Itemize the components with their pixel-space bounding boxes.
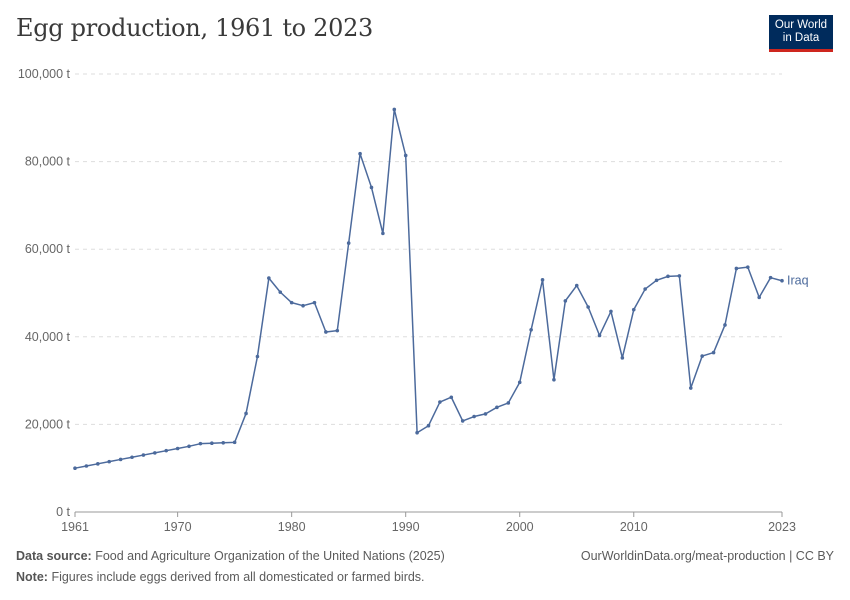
data-point[interactable] — [449, 395, 454, 400]
x-axis: 1961 1970 1980 1990 2000 2010 2023 — [61, 511, 796, 534]
data-point[interactable] — [700, 354, 704, 358]
data-point[interactable] — [187, 444, 191, 449]
note-label: Note: — [16, 570, 48, 584]
data-point[interactable] — [563, 299, 568, 303]
data-source: Data source: Food and Agriculture Organi… — [16, 549, 445, 563]
data-point[interactable] — [232, 440, 237, 445]
data-point[interactable] — [688, 386, 693, 390]
data-point[interactable] — [631, 307, 636, 312]
y-tick-label: 0 t — [56, 505, 70, 519]
data-point[interactable] — [130, 455, 134, 460]
series-label: Iraq — [787, 274, 809, 288]
y-tick-label: 60,000 t — [25, 242, 71, 256]
data-point[interactable] — [677, 274, 682, 278]
data-point[interactable] — [335, 328, 340, 333]
data-point[interactable] — [643, 287, 647, 291]
data-point[interactable] — [609, 309, 613, 314]
x-tick-label: 1990 — [392, 520, 420, 534]
data-point[interactable] — [381, 231, 385, 236]
data-point[interactable] — [278, 290, 283, 294]
data-point[interactable] — [255, 354, 260, 359]
data-point[interactable] — [745, 265, 750, 269]
data-point[interactable] — [597, 333, 602, 338]
chart-title: Egg production, 1961 to 2023 — [16, 14, 374, 42]
data-point[interactable] — [426, 423, 431, 428]
logo-line-1: Our World — [774, 19, 828, 31]
data-point[interactable] — [768, 275, 773, 280]
data-point[interactable] — [723, 323, 727, 327]
data-point[interactable] — [711, 350, 716, 355]
data-point[interactable] — [666, 274, 670, 279]
gridlines — [75, 73, 782, 425]
logo-line-2: in Data — [782, 32, 820, 44]
data-point[interactable] — [118, 457, 123, 462]
data-point[interactable] — [529, 327, 533, 332]
data-point[interactable] — [221, 440, 226, 445]
x-tick-label: 2000 — [506, 520, 534, 534]
data-point[interactable] — [586, 305, 590, 309]
data-point[interactable] — [346, 241, 351, 245]
source-link[interactable]: OurWorldinData.org/meat-production | CC … — [580, 549, 834, 563]
data-point[interactable] — [540, 278, 545, 282]
data-point[interactable] — [757, 295, 761, 300]
data-point[interactable] — [289, 300, 294, 305]
y-tick-label: 20,000 t — [25, 417, 71, 431]
data-point[interactable] — [620, 356, 625, 360]
data-point[interactable] — [517, 380, 522, 385]
x-tick-label: 1961 — [61, 520, 89, 534]
data-source-text: Food and Agriculture Organization of the… — [95, 549, 445, 563]
data-point[interactable] — [73, 466, 77, 471]
data-point[interactable] — [164, 448, 169, 453]
data-point[interactable] — [574, 283, 579, 288]
data-point[interactable] — [654, 278, 659, 283]
data-point[interactable] — [552, 377, 556, 382]
data-point[interactable] — [438, 400, 442, 404]
data-point[interactable] — [141, 453, 146, 457]
data-point[interactable] — [175, 446, 180, 451]
data-point[interactable] — [358, 151, 362, 156]
data-point[interactable] — [780, 278, 784, 283]
data-point[interactable] — [107, 459, 112, 464]
y-tick-label: 40,000 t — [25, 330, 71, 344]
data-point[interactable] — [403, 153, 408, 158]
data-point[interactable] — [495, 405, 499, 410]
x-tick-label: 2010 — [620, 520, 648, 534]
x-tick-label: 1980 — [278, 520, 306, 534]
data-point[interactable] — [483, 412, 488, 416]
data-point[interactable] — [198, 441, 203, 446]
data-point[interactable] — [96, 462, 100, 466]
series-line — [74, 108, 783, 469]
data-point[interactable] — [472, 414, 476, 419]
y-tick-label: 80,000 t — [25, 155, 71, 169]
data-point[interactable] — [734, 266, 739, 271]
data-point[interactable] — [267, 276, 271, 280]
data-point[interactable] — [301, 303, 305, 308]
y-tick-label: 100,000 t — [18, 67, 71, 81]
data-point[interactable] — [312, 300, 317, 305]
data-point[interactable] — [392, 107, 397, 112]
owid-logo[interactable]: Our World in Data — [769, 15, 833, 52]
data-point[interactable] — [506, 401, 511, 405]
data-point[interactable] — [324, 330, 328, 334]
data-point[interactable] — [84, 464, 89, 468]
y-axis-ticks: 0 t 20,000 t 40,000 t 60,000 t 80,000 t 100,0… — [18, 67, 71, 519]
data-source-label: Data source: — [16, 549, 92, 563]
series-layer: Iraq — [73, 107, 809, 471]
data-point[interactable] — [210, 441, 214, 446]
data-point[interactable] — [153, 451, 157, 455]
data-point[interactable] — [415, 430, 419, 435]
data-point[interactable] — [369, 185, 374, 190]
chart-note: Note: Figures include eggs derived from … — [16, 570, 425, 584]
x-tick-label: 2023 — [768, 520, 796, 534]
note-text: Figures include eggs derived from all do… — [51, 570, 425, 584]
data-point[interactable] — [244, 411, 248, 416]
data-point[interactable] — [460, 419, 465, 423]
x-tick-label: 1970 — [164, 520, 192, 534]
